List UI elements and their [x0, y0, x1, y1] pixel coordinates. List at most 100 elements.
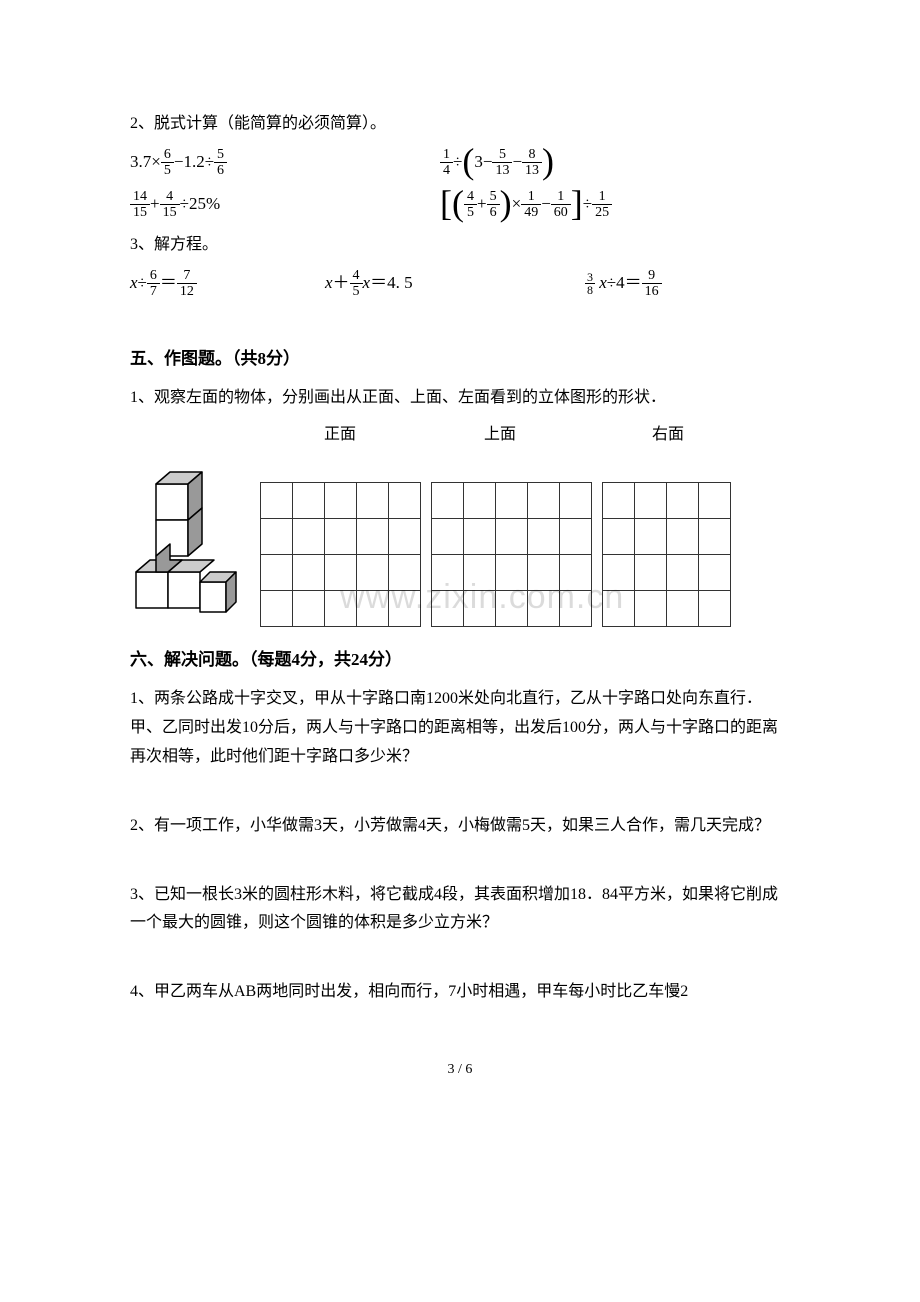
grid-cell: [603, 482, 635, 518]
calc1b-p1: 3: [474, 152, 483, 171]
calc2b-ed: 25: [592, 205, 612, 220]
rbracket-icon: ]: [571, 183, 583, 223]
calc2b-op4: ÷: [583, 194, 592, 213]
eq1-op: ÷: [138, 273, 147, 292]
calc2a-op1: +: [150, 194, 160, 213]
grid-cell: [293, 482, 325, 518]
grid-cell: [667, 590, 699, 626]
grid-cell: [357, 554, 389, 590]
eq1: x÷67＝712: [130, 268, 325, 300]
eq3-ad: 8: [585, 284, 595, 297]
calc2b-bn: 5: [487, 189, 500, 205]
eq1-ad: 7: [147, 284, 160, 299]
figure-area: 正面 上面 右面: [130, 421, 790, 627]
grid-cell: [293, 554, 325, 590]
calc1a-bd: 5: [161, 163, 174, 178]
calc1a-bn: 6: [161, 147, 174, 163]
grid-cell: [464, 554, 496, 590]
eq3-cn: 9: [642, 268, 662, 284]
eq2-v2: x: [363, 273, 371, 292]
calc1a-a: 3.7: [130, 152, 151, 171]
grid-cell: [496, 518, 528, 554]
grid-cell: [560, 518, 592, 554]
calc1a-op2: −: [174, 152, 184, 171]
lparen2-icon: (: [452, 183, 464, 223]
calc-1a: 3.7×65−1.2÷56: [130, 147, 440, 179]
q5-1: 1、观察左面的物体，分别画出从正面、上面、左面看到的立体图形的形状．: [130, 384, 790, 413]
q3-label: 3、解方程。: [130, 231, 790, 260]
grid-cell: [261, 518, 293, 554]
calc2a-ad: 15: [130, 205, 150, 220]
eq3-cd: 16: [642, 284, 662, 299]
grid-cell: [464, 482, 496, 518]
calc2a-bn: 4: [160, 189, 180, 205]
problem-4: 4、甲乙两车从AB两地同时出发，相向而行，7小时相遇，甲车每小时比乙车慢2: [130, 978, 790, 1007]
grid-cell: [325, 590, 357, 626]
grid-cell: [293, 518, 325, 554]
eq1-var: x: [130, 273, 138, 292]
eq3-b: 4: [616, 273, 625, 292]
calc2a-an: 14: [130, 189, 150, 205]
calc1b-op3: −: [512, 152, 522, 171]
calc2b-op3: −: [541, 194, 551, 213]
eq2-v1: x: [325, 273, 333, 292]
page-number: 3 / 6: [130, 1057, 790, 1082]
calc2a-bd: 15: [160, 205, 180, 220]
calc1b-ad: 4: [440, 163, 453, 178]
eq3-op: ÷: [607, 273, 616, 292]
grid-cell: [464, 590, 496, 626]
grid-right: [602, 482, 731, 627]
eq2-eq: ＝: [370, 273, 387, 292]
calc2b-bd: 6: [487, 205, 500, 220]
grid-cell: [528, 482, 560, 518]
calc1b-op1: ÷: [453, 152, 462, 171]
grid-cell: [603, 554, 635, 590]
calc-row-1: 3.7×65−1.2÷56 14÷(3−513−813): [130, 147, 790, 179]
grid-cell: [357, 482, 389, 518]
eq1-eq: ＝: [160, 273, 177, 292]
grid-cell: [603, 518, 635, 554]
calc1a-op3: ÷: [205, 152, 214, 171]
grid-top: [431, 482, 592, 627]
view-label-top: 上面: [425, 421, 575, 450]
problem-1: 1、两条公路成十字交叉，甲从十字路口南1200米处向北直行，乙从十字路口处向东直…: [130, 685, 790, 771]
grid-cell: [603, 590, 635, 626]
q2-label: 2、脱式计算（能简算的必须简算）。: [130, 110, 790, 139]
rparen2-icon: ): [500, 183, 512, 223]
grid-cell: [389, 482, 421, 518]
eq3: 38 x÷4＝916: [585, 268, 790, 300]
calc1b-p3n: 8: [522, 147, 542, 163]
grid-cell: [699, 590, 731, 626]
eq2: x＋45x＝4. 5: [325, 268, 585, 300]
figure-content-row: www.zixin.com.cn: [130, 452, 790, 627]
calc2b-cd: 49: [521, 205, 541, 220]
eq1-an: 6: [147, 268, 160, 284]
calc2b-en: 1: [592, 189, 612, 205]
grid-cell: [261, 482, 293, 518]
lparen-icon: (: [462, 141, 474, 181]
calc1b-op2: −: [483, 152, 493, 171]
grid-cell: [699, 518, 731, 554]
calc2b-an: 4: [464, 189, 477, 205]
grid-cell: [528, 590, 560, 626]
calc1b-an: 1: [440, 147, 453, 163]
grid-cell: [389, 554, 421, 590]
grid-cell: [325, 482, 357, 518]
grid-cell: [635, 590, 667, 626]
grid-cell: [560, 482, 592, 518]
grid-cell: [389, 518, 421, 554]
view-label-front: 正面: [265, 421, 415, 450]
calc2b-dd: 60: [551, 205, 571, 220]
view-labels-row: 正面 上面 右面: [265, 421, 790, 450]
grid-cell: [389, 590, 421, 626]
grid-cell: [528, 518, 560, 554]
calc1a-op1: ×: [151, 152, 161, 171]
eq1-bd: 12: [177, 284, 197, 299]
calc1a-dd: 6: [214, 163, 227, 178]
calc1a-dn: 5: [214, 147, 227, 163]
grid-cell: [357, 518, 389, 554]
grid-cell: [496, 590, 528, 626]
eq2-op: ＋: [333, 273, 350, 292]
calc-row-2: 1415+415÷25% [(45+56)×149−160]÷125: [130, 189, 790, 221]
calc2a-op2: ÷: [180, 194, 189, 213]
